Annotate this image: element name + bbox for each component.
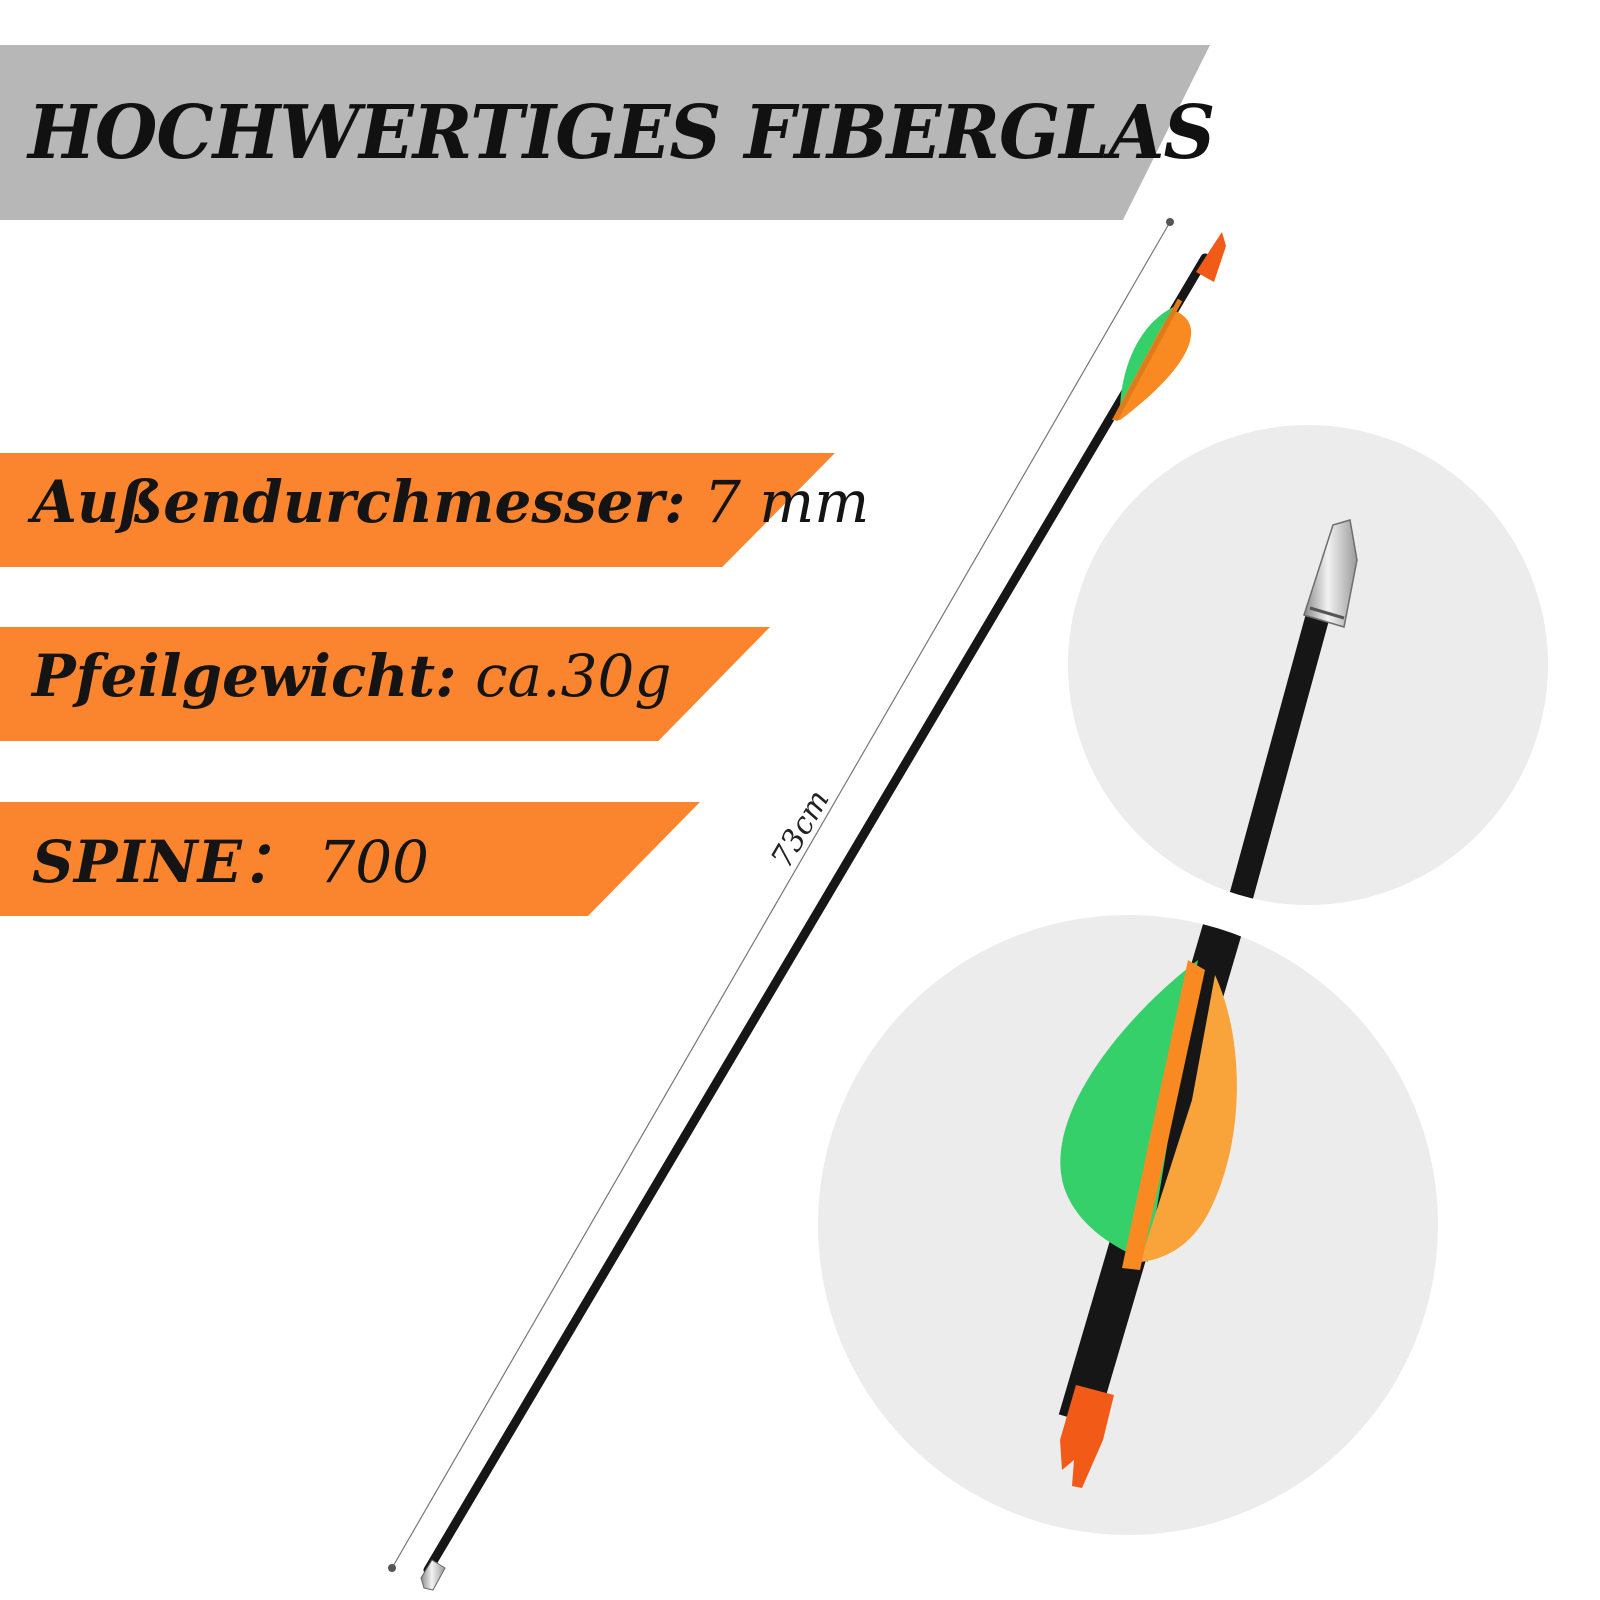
spec-banner-spine	[0, 802, 700, 916]
zoom-vane-base	[1122, 960, 1205, 1270]
zoom-shaft-upper	[1220, 611, 1330, 905]
measurement-line	[388, 218, 1174, 1572]
spec-diameter-label: Außendurchmesser:	[32, 468, 686, 536]
title-banner	[0, 45, 1210, 220]
spec-diameter-value: 7 mm	[685, 468, 870, 536]
spec-spine-value: 700	[299, 828, 429, 896]
page-title: HOCHWERTIGES FIBERGLAS	[28, 90, 1215, 176]
zoom-vane-green	[1060, 960, 1198, 1262]
arrow-vane-base	[1112, 298, 1183, 422]
zoom-vane-orange	[1140, 975, 1237, 1262]
length-label: 73cm	[765, 784, 837, 874]
zoom-metal-tip	[1303, 519, 1358, 628]
arrow-nock	[1196, 232, 1226, 282]
measure-endpoint-top	[1166, 218, 1174, 226]
tip-zoom-content	[1220, 519, 1358, 905]
measure-endpoint-bottom	[388, 1564, 396, 1572]
fletching-zoom-content	[1058, 915, 1248, 1488]
spec-diameter: Außendurchmesser: 7 mm	[32, 468, 869, 536]
spec-weight-label: Pfeilgewicht:	[32, 642, 457, 710]
zoom-nock	[1060, 1385, 1114, 1488]
spec-banner-weight	[0, 627, 770, 741]
arrow-tip	[420, 1559, 446, 1591]
spec-weight-value: ca.30g	[456, 642, 672, 710]
spec-banner-diameter	[0, 453, 835, 567]
spec-weight: Pfeilgewicht: ca.30g	[32, 642, 672, 710]
spec-spine: SPINE： 700	[32, 815, 429, 899]
spec-spine-label: SPINE：	[32, 828, 300, 896]
arrow-shaft	[423, 253, 1210, 1575]
main-arrow	[420, 232, 1226, 1591]
